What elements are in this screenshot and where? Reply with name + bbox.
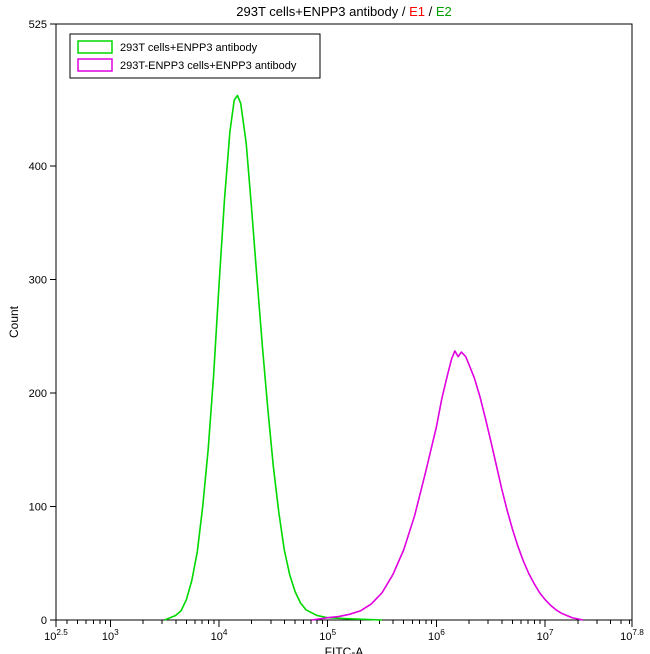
- svg-text:100: 100: [29, 501, 47, 513]
- chart-svg: 102.5103104105106107107.8FITC-A010020030…: [0, 0, 650, 654]
- svg-text:Count: Count: [7, 305, 21, 338]
- svg-text:293T cells+ENPP3 antibody: 293T cells+ENPP3 antibody: [120, 42, 258, 54]
- svg-text:293T-ENPP3 cells+ENPP3 antibod: 293T-ENPP3 cells+ENPP3 antibody: [120, 60, 297, 72]
- svg-text:525: 525: [29, 19, 47, 31]
- flow-cytometry-histogram: 102.5103104105106107107.8FITC-A010020030…: [0, 0, 650, 654]
- svg-text:FITC-A: FITC-A: [325, 645, 364, 654]
- svg-text:400: 400: [29, 161, 47, 173]
- svg-text:0: 0: [41, 615, 47, 627]
- svg-text:200: 200: [29, 388, 47, 400]
- svg-text:300: 300: [29, 274, 47, 286]
- svg-text:293T cells+ENPP3 antibody / E1: 293T cells+ENPP3 antibody / E1 / E2: [236, 4, 452, 19]
